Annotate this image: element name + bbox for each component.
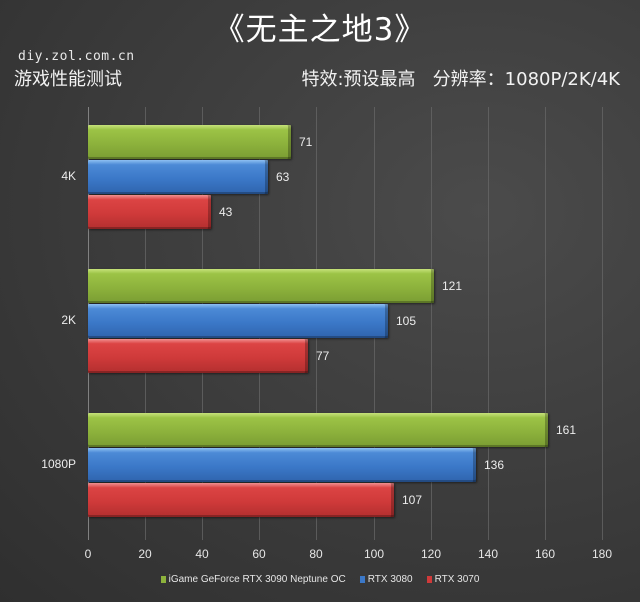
bar-1080p-igame-geforce-rtx-3090-neptune-oc — [88, 413, 548, 447]
x-tick-label: 80 — [309, 547, 323, 561]
chart-legend: iGame GeForce RTX 3090 Neptune OC RTX 308… — [0, 574, 640, 585]
data-label: 43 — [219, 205, 233, 219]
legend-swatch-icon — [160, 576, 166, 583]
legend-label: iGame GeForce RTX 3090 Neptune OC — [168, 574, 346, 585]
bar-4k-igame-geforce-rtx-3090-neptune-oc — [88, 125, 291, 159]
bar-1080p-rtx-3080 — [88, 448, 476, 482]
gridline — [545, 107, 546, 540]
data-label: 71 — [299, 135, 313, 149]
bar-4k-rtx-3080 — [88, 160, 268, 194]
x-tick-label: 100 — [363, 547, 385, 561]
x-tick-label: 20 — [138, 547, 152, 561]
data-label: 105 — [396, 314, 417, 328]
legend-swatch-icon — [359, 576, 365, 583]
bar-2k-rtx-3070 — [88, 339, 308, 373]
data-label: 107 — [402, 493, 423, 507]
legend-swatch-icon — [426, 576, 432, 583]
x-tick-label: 180 — [591, 547, 613, 561]
legend-label: RTX 3070 — [434, 574, 480, 585]
x-tick-label: 0 — [84, 547, 92, 561]
data-label: 63 — [276, 170, 290, 184]
legend-item[interactable]: RTX 3070 — [426, 574, 480, 585]
category-label: 4K — [61, 169, 76, 183]
bar-1080p-rtx-3070 — [88, 483, 394, 517]
bar-2k-igame-geforce-rtx-3090-neptune-oc — [88, 269, 434, 303]
x-tick-label: 140 — [477, 547, 499, 561]
bar-2k-rtx-3080 — [88, 304, 388, 338]
gridline — [488, 107, 489, 540]
legend-item[interactable]: RTX 3080 — [359, 574, 413, 585]
x-tick-label: 120 — [420, 547, 442, 561]
data-label: 121 — [442, 279, 463, 293]
data-label: 77 — [316, 349, 330, 363]
chart-subtitle-left: 游戏性能测试 — [14, 69, 122, 90]
x-tick-label: 160 — [534, 547, 556, 561]
site-watermark: diy.zol.com.cn — [18, 49, 135, 64]
chart-subtitle-right: 特效:预设最高 分辨率：1080P/2K/4K — [301, 69, 620, 90]
category-label: 1080P — [41, 457, 76, 471]
legend-label: RTX 3080 — [367, 574, 413, 585]
chart-title: 《无主之地3》 — [213, 12, 427, 48]
x-tick-label: 60 — [252, 547, 266, 561]
category-label: 2K — [61, 313, 76, 327]
data-label: 136 — [484, 458, 505, 472]
gridline — [431, 107, 432, 540]
bar-4k-rtx-3070 — [88, 195, 211, 229]
x-tick-label: 40 — [195, 547, 209, 561]
data-label: 161 — [556, 423, 577, 437]
gridline — [602, 107, 603, 540]
legend-item[interactable]: iGame GeForce RTX 3090 Neptune OC — [160, 574, 346, 585]
